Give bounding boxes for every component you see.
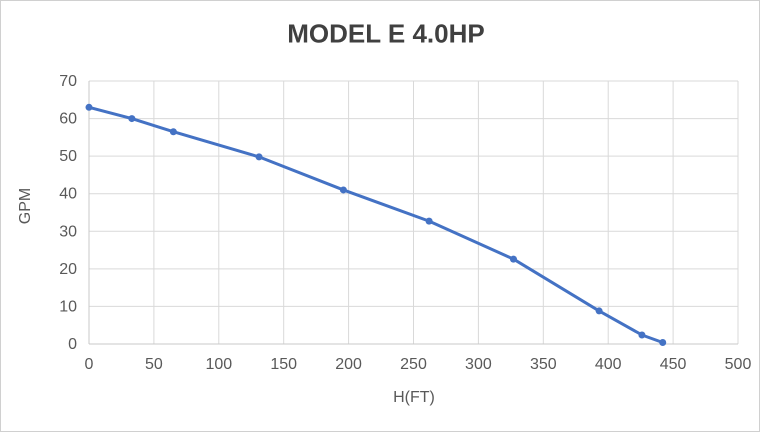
- y-tick-label: 0: [68, 336, 77, 353]
- x-tick-label: 500: [725, 356, 752, 373]
- data-point-marker: [339, 186, 347, 194]
- x-tick-label: 100: [205, 356, 232, 373]
- x-tick-label: 0: [85, 356, 94, 373]
- data-point-marker: [169, 128, 177, 136]
- data-point-marker: [85, 103, 93, 111]
- data-point-marker: [659, 338, 667, 346]
- x-tick-label: 200: [335, 356, 362, 373]
- y-tick-label: 10: [59, 298, 77, 315]
- data-point-marker: [255, 153, 263, 161]
- x-tick-label: 300: [465, 356, 492, 373]
- x-axis-title: H(FT): [393, 389, 435, 406]
- data-point-marker: [509, 255, 517, 263]
- y-tick-label: 60: [59, 111, 77, 128]
- x-tick-label: 450: [660, 356, 687, 373]
- x-tick-label: 150: [270, 356, 297, 373]
- x-tick-label: 400: [595, 356, 622, 373]
- data-point-marker: [595, 307, 603, 315]
- data-point-marker: [128, 115, 136, 123]
- y-tick-label: 40: [59, 186, 77, 203]
- x-tick-label: 250: [400, 356, 427, 373]
- y-tick-label: 50: [59, 148, 77, 165]
- x-tick-label: 350: [530, 356, 557, 373]
- y-tick-label: 20: [59, 261, 77, 278]
- y-tick-label: 70: [59, 73, 77, 90]
- series-line: [87, 105, 665, 344]
- x-tick-label: 50: [145, 356, 163, 373]
- data-point-marker: [638, 331, 646, 339]
- y-tick-label: 30: [59, 223, 77, 240]
- chart-title: MODEL E 4.0HP: [287, 18, 485, 49]
- data-point-marker: [425, 217, 433, 225]
